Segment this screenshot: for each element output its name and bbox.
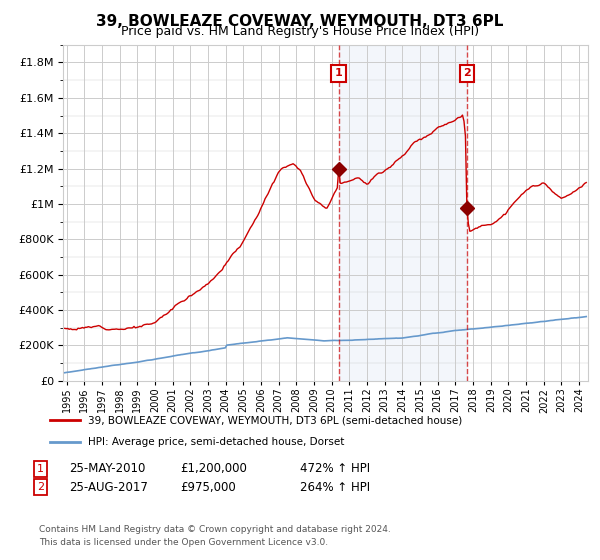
Text: This data is licensed under the Open Government Licence v3.0.: This data is licensed under the Open Gov… <box>39 538 328 547</box>
Text: 1: 1 <box>335 68 343 78</box>
Bar <box>338 45 467 381</box>
Text: 1: 1 <box>37 464 44 474</box>
Text: 2: 2 <box>37 482 44 492</box>
Text: HPI: Average price, semi-detached house, Dorset: HPI: Average price, semi-detached house,… <box>88 437 344 447</box>
Text: Contains HM Land Registry data © Crown copyright and database right 2024.: Contains HM Land Registry data © Crown c… <box>39 525 391 534</box>
Text: 264% ↑ HPI: 264% ↑ HPI <box>300 480 370 494</box>
Text: Price paid vs. HM Land Registry's House Price Index (HPI): Price paid vs. HM Land Registry's House … <box>121 25 479 38</box>
Text: 39, BOWLEAZE COVEWAY, WEYMOUTH, DT3 6PL (semi-detached house): 39, BOWLEAZE COVEWAY, WEYMOUTH, DT3 6PL … <box>88 415 462 425</box>
Text: 25-MAY-2010: 25-MAY-2010 <box>69 462 145 475</box>
Text: 472% ↑ HPI: 472% ↑ HPI <box>300 462 370 475</box>
Text: 2: 2 <box>463 68 471 78</box>
Text: 25-AUG-2017: 25-AUG-2017 <box>69 480 148 494</box>
Text: 39, BOWLEAZE COVEWAY, WEYMOUTH, DT3 6PL: 39, BOWLEAZE COVEWAY, WEYMOUTH, DT3 6PL <box>97 14 503 29</box>
Text: £1,200,000: £1,200,000 <box>180 462 247 475</box>
Text: £975,000: £975,000 <box>180 480 236 494</box>
